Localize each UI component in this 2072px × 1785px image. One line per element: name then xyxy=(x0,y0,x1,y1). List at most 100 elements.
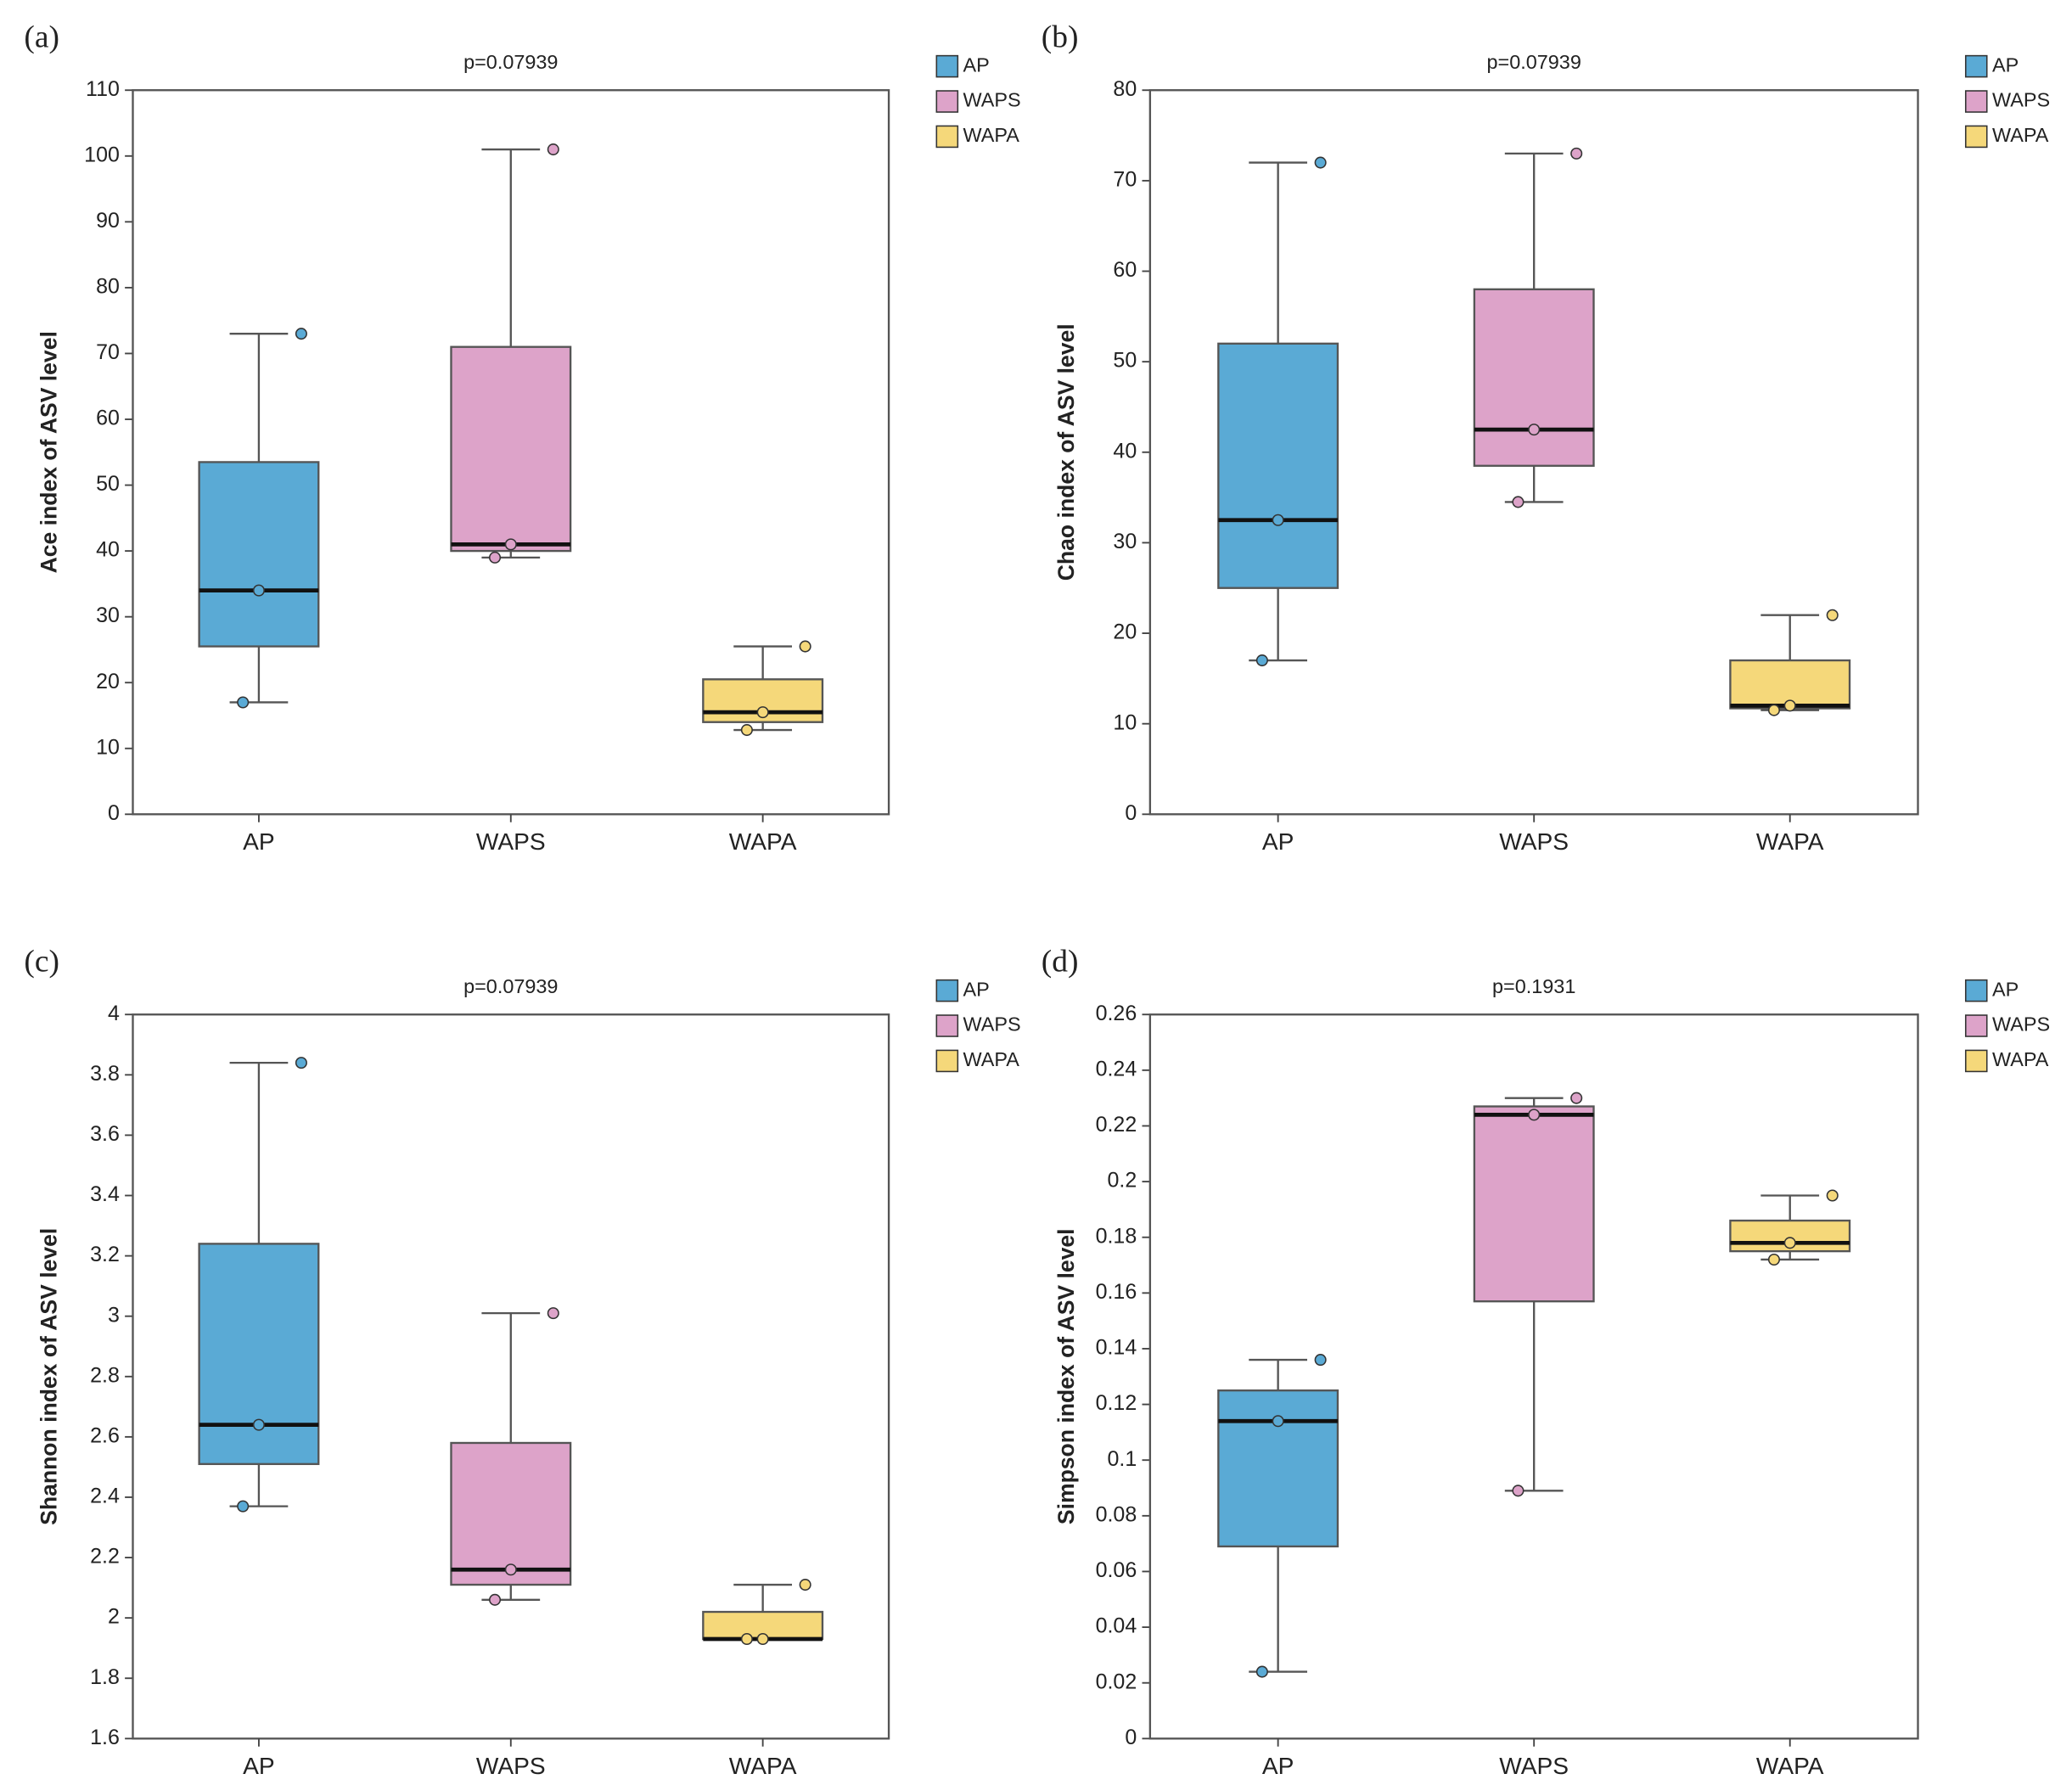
legend-label: WAPA xyxy=(963,1048,1020,1070)
data-point xyxy=(504,1563,517,1576)
y-tick-label: 0.26 xyxy=(1096,1002,1137,1025)
legend-label: WAPA xyxy=(963,124,1020,146)
y-tick-label: 0.06 xyxy=(1096,1558,1137,1582)
x-tick-label: WAPA xyxy=(1756,1753,1824,1779)
data-point xyxy=(1767,1253,1781,1266)
data-point xyxy=(295,1057,307,1069)
x-tick-label: WAPS xyxy=(476,828,546,855)
box xyxy=(1473,1105,1595,1303)
data-point xyxy=(252,1418,265,1431)
data-point xyxy=(1767,704,1781,716)
x-tick-label: WAPS xyxy=(1499,1753,1569,1779)
box xyxy=(1729,1219,1851,1253)
y-tick-label: 1.6 xyxy=(90,1726,120,1749)
data-point xyxy=(1255,1665,1268,1678)
y-tick-label: 0 xyxy=(1125,801,1137,825)
y-tick-label: 60 xyxy=(1113,258,1137,282)
y-tick-label: 3.2 xyxy=(90,1243,120,1266)
x-tick-label: WAPA xyxy=(729,828,797,855)
legend-swatch xyxy=(935,1049,959,1073)
y-tick-label: 0.02 xyxy=(1096,1670,1137,1693)
legend-label: WAPA xyxy=(1992,124,2049,146)
legend-swatch xyxy=(1964,54,1988,78)
legend-swatch xyxy=(935,90,959,113)
data-point xyxy=(1512,496,1525,508)
y-tick-label: 2.6 xyxy=(90,1423,120,1447)
data-point xyxy=(1528,1109,1541,1121)
y-tick-label: 60 xyxy=(96,407,120,430)
y-tick-label: 0.18 xyxy=(1096,1224,1137,1248)
y-tick-label: 0 xyxy=(108,801,120,825)
y-tick-label: 0.12 xyxy=(1096,1391,1137,1415)
y-tick-label: 2.4 xyxy=(90,1485,120,1508)
legend-label: WAPA xyxy=(1992,1048,2049,1070)
chart-title: p=0.1931 xyxy=(1492,975,1575,997)
x-tick-label: AP xyxy=(1262,1753,1294,1779)
legend-swatch xyxy=(935,125,959,149)
legend-label: WAPS xyxy=(963,1013,1021,1036)
y-tick-label: 0.1 xyxy=(1108,1447,1137,1471)
legend-swatch xyxy=(1964,979,1988,1002)
legend-label: AP xyxy=(963,53,990,76)
x-tick-label: WAPS xyxy=(476,1753,546,1779)
legend-label: WAPS xyxy=(1992,1013,2050,1036)
data-point xyxy=(1826,609,1839,621)
y-tick-label: 20 xyxy=(96,670,120,693)
data-point xyxy=(1272,1415,1284,1428)
y-tick-label: 2 xyxy=(108,1605,120,1629)
y-tick-label: 10 xyxy=(96,735,120,759)
panel-label: (d) xyxy=(1042,944,1079,979)
y-tick-label: 30 xyxy=(96,603,120,627)
legend-swatch xyxy=(935,979,959,1002)
data-point xyxy=(756,706,769,719)
data-point xyxy=(295,328,307,340)
data-point xyxy=(799,640,811,653)
data-point xyxy=(547,143,559,156)
y-tick-label: 80 xyxy=(96,274,120,298)
legend-label: AP xyxy=(963,978,990,1000)
legend-label: WAPS xyxy=(963,89,1021,111)
box xyxy=(198,1243,320,1466)
box xyxy=(1217,1389,1339,1548)
data-point xyxy=(756,1632,769,1646)
y-tick-label: 20 xyxy=(1113,620,1137,644)
box xyxy=(450,345,572,553)
y-tick-label: 0.22 xyxy=(1096,1113,1137,1137)
y-tick-label: 50 xyxy=(1113,349,1137,373)
legend-swatch xyxy=(1964,1049,1988,1073)
y-tick-label: 0.08 xyxy=(1096,1502,1137,1526)
legend-label: AP xyxy=(1992,53,2019,76)
y-tick-label: 0.24 xyxy=(1096,1057,1137,1081)
y-tick-label: 70 xyxy=(96,340,120,364)
data-point xyxy=(547,1307,559,1320)
y-tick-label: 30 xyxy=(1113,530,1137,553)
data-point xyxy=(237,1500,250,1513)
chart-title: p=0.07939 xyxy=(463,51,558,73)
data-point xyxy=(799,1579,811,1591)
data-point xyxy=(1783,1237,1796,1249)
y-tick-label: 2.8 xyxy=(90,1363,120,1387)
data-point xyxy=(740,724,753,737)
y-tick-label: 3.6 xyxy=(90,1122,120,1146)
y-tick-label: 4 xyxy=(108,1002,120,1025)
x-tick-label: WAPS xyxy=(1499,828,1569,855)
box xyxy=(198,461,320,648)
y-tick-label: 50 xyxy=(96,472,120,496)
data-point xyxy=(740,1632,753,1646)
data-point xyxy=(504,538,517,551)
y-tick-label: 3.4 xyxy=(90,1182,120,1206)
data-point xyxy=(1272,514,1284,526)
y-tick-label: 2.2 xyxy=(90,1545,120,1569)
data-point xyxy=(1314,156,1327,169)
y-tick-label: 70 xyxy=(1113,167,1137,191)
y-axis-label: Simpson index of ASV level xyxy=(1053,1228,1079,1524)
y-tick-label: 0.14 xyxy=(1096,1336,1137,1360)
data-point xyxy=(1512,1485,1525,1497)
y-axis-label: Ace index of ASV level xyxy=(36,331,62,573)
y-tick-label: 90 xyxy=(96,209,120,233)
panel-label: (c) xyxy=(24,944,59,979)
legend-swatch xyxy=(1964,125,1988,149)
x-tick-label: AP xyxy=(243,1753,275,1779)
